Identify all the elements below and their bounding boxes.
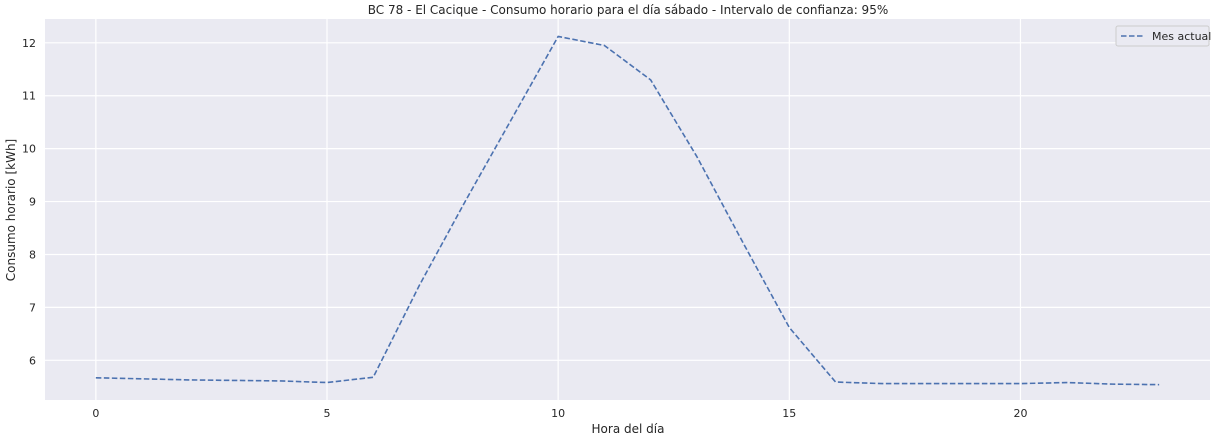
legend: Mes actual <box>1115 25 1211 47</box>
legend-label-mes-actual: Mes actual <box>1152 30 1211 43</box>
x-tick-label: 10 <box>551 407 565 420</box>
x-tick-label: 15 <box>782 407 796 420</box>
plot-background <box>45 19 1210 400</box>
legend-box <box>1115 25 1210 47</box>
y-tick-label: 6 <box>29 354 36 367</box>
y-tick-label: 11 <box>22 90 36 103</box>
y-tick-label: 7 <box>29 301 36 314</box>
x-axis-label: Hora del día <box>592 422 665 436</box>
grid-lines <box>45 19 1210 400</box>
x-tick-label: 0 <box>92 407 99 420</box>
y-axis-ticks: 6 7 8 9 10 11 12 <box>22 37 36 368</box>
y-tick-label: 10 <box>22 143 36 156</box>
x-axis-ticks: 0 5 10 15 20 <box>92 407 1027 420</box>
y-tick-label: 9 <box>29 196 36 209</box>
chart-title: BC 78 - El Cacique - Consumo horario par… <box>368 3 888 17</box>
series-layer <box>95 35 1160 386</box>
y-tick-label: 8 <box>29 248 36 261</box>
x-tick-label: 5 <box>324 407 331 420</box>
x-tick-label: 20 <box>1013 407 1027 420</box>
series-line-mes-actual <box>95 35 1160 386</box>
y-axis-label: Consumo horario [kWh] <box>4 139 18 281</box>
y-tick-label: 12 <box>22 37 36 50</box>
